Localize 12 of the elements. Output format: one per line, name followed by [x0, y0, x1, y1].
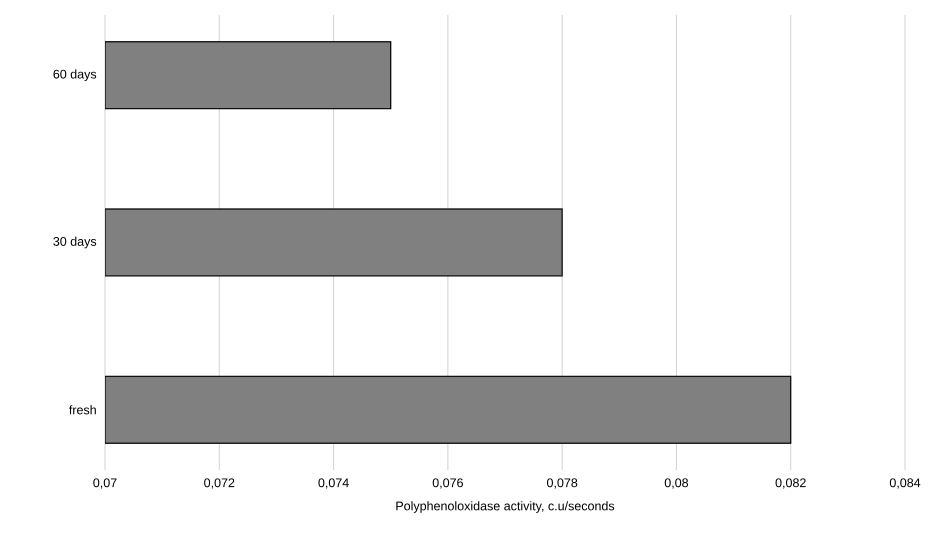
x-tick-label: 0,074: [318, 478, 349, 489]
x-tick-label: 0,07: [93, 478, 117, 489]
y-tick-label: fresh: [69, 405, 96, 414]
y-tick-label: 30 days: [53, 236, 96, 248]
x-axis-title: Polyphenoloxidase activity, c.u/seconds: [396, 501, 614, 513]
x-tick-label: 0,072: [204, 478, 234, 489]
x-tick-label: 0,084: [890, 478, 920, 489]
x-tick-label: 0,08: [664, 478, 688, 489]
x-tick-label: 0,076: [432, 478, 463, 489]
y-tick-label: 60 days: [54, 69, 96, 82]
x-tick-label: 0,078: [546, 478, 578, 489]
x-tick-label: 0,082: [776, 478, 806, 489]
